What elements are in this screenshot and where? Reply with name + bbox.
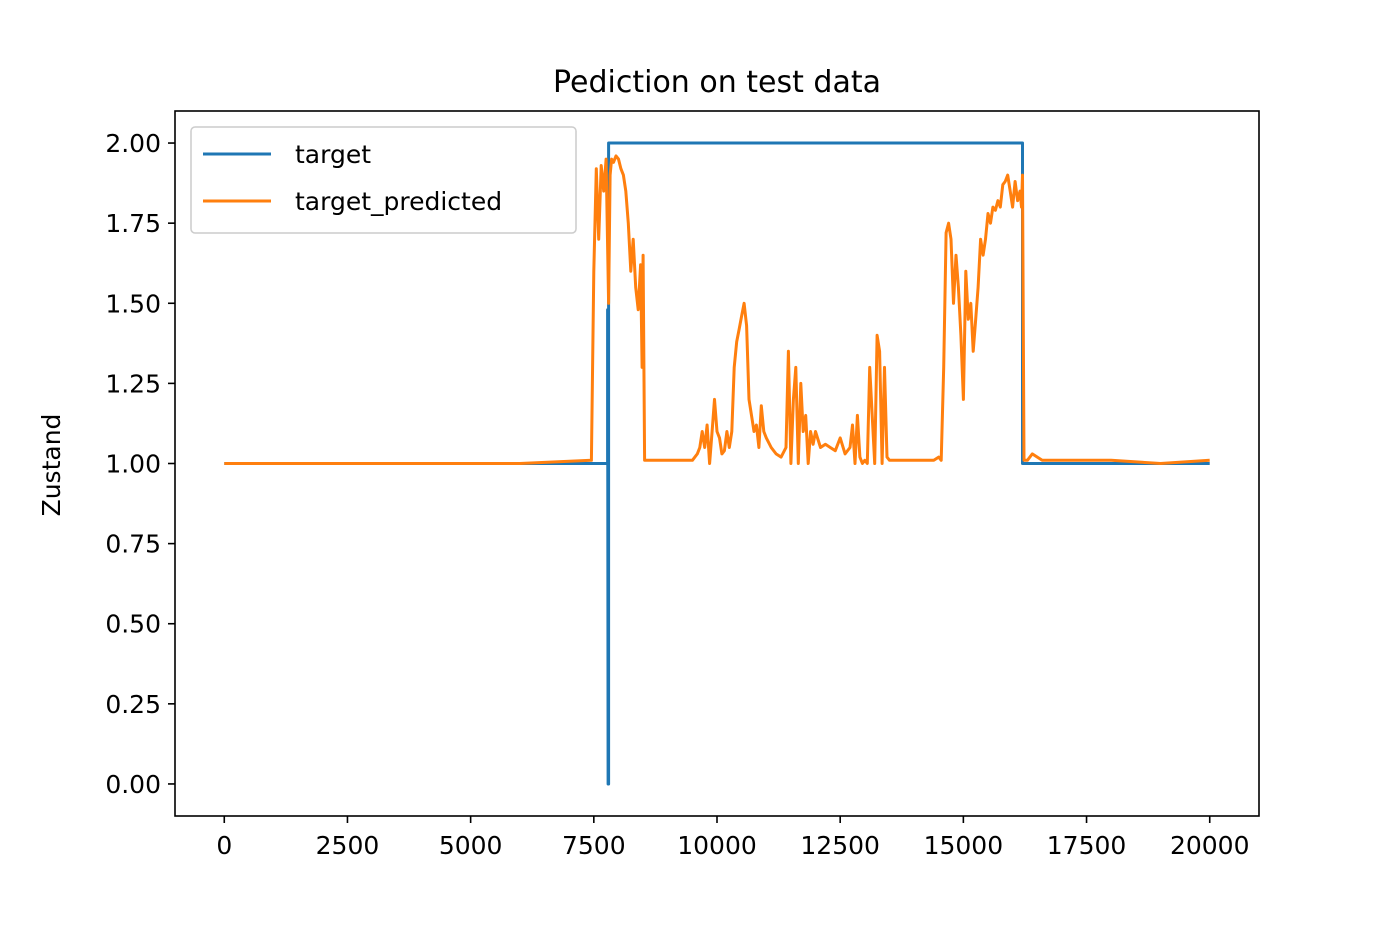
y-tick-label: 0.75: [105, 530, 161, 559]
x-tick-label: 2500: [316, 831, 380, 860]
y-tick-label: 1.25: [105, 369, 161, 398]
y-tick-label: 0.25: [105, 690, 161, 719]
x-tick-label: 12500: [800, 831, 880, 860]
plot-area: [224, 141, 1210, 786]
y-tick-label: 1.50: [105, 289, 161, 318]
x-tick-label: 10000: [677, 831, 757, 860]
series-line-target-predicted: [224, 154, 1210, 465]
legend-label-target: target: [295, 140, 371, 169]
y-tick-label: 2.00: [105, 129, 161, 158]
axes-frame: [174, 110, 1260, 817]
x-tick-label: 7500: [562, 831, 626, 860]
chart-title: Pediction on test data: [553, 65, 881, 100]
legend: target target_predicted: [190, 126, 577, 234]
y-axis-label: Zustand: [37, 414, 66, 517]
x-tick-label: 0: [216, 831, 232, 860]
x-tick-label: 15000: [924, 831, 1004, 860]
legend-box: [190, 126, 577, 234]
y-tick-label: 1.75: [105, 209, 161, 238]
y-tick-label: 1.00: [105, 450, 161, 479]
axis-ticks: 0 2500 5000 7500 10000 12500 15000 17500 20000 0.…: [105, 129, 1249, 860]
x-tick-label: 17500: [1047, 831, 1127, 860]
y-tick-label: 0.00: [105, 770, 161, 799]
legend-label-target-predicted: target_predicted: [295, 187, 502, 216]
x-tick-label: 20000: [1170, 831, 1250, 860]
x-tick-label: 5000: [439, 831, 503, 860]
y-tick-label: 0.50: [105, 610, 161, 639]
